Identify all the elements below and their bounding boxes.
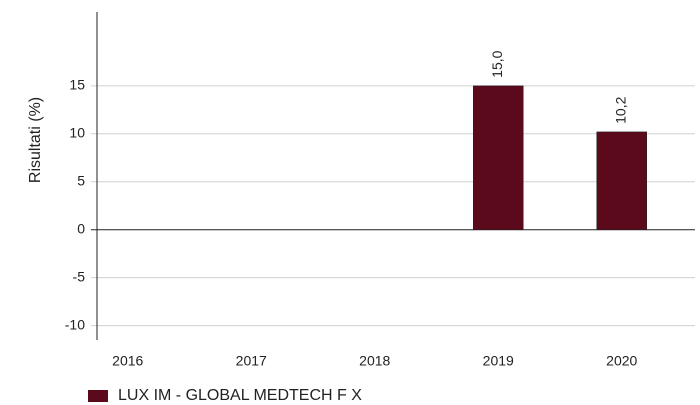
y-tick-label: 15 (69, 77, 85, 93)
y-tick-label: -5 (73, 268, 86, 284)
x-tick-label: 2020 (606, 353, 637, 369)
y-tick-label: 5 (77, 172, 85, 188)
x-tick-label: 2016 (112, 353, 143, 369)
x-tick-label: 2019 (483, 353, 514, 369)
bar (473, 85, 524, 230)
x-tick-label: 2017 (236, 353, 267, 369)
x-tick-label: 2018 (359, 353, 390, 369)
legend-swatch (88, 390, 108, 402)
value-label: 15,0 (489, 50, 505, 77)
value-label: 10,2 (612, 96, 628, 123)
y-tick-label: 10 (69, 125, 85, 141)
legend-label: LUX IM - GLOBAL MEDTECH F X (118, 387, 362, 404)
y-tick-label: 0 (77, 220, 85, 236)
y-axis-label: Risultati (%) (27, 97, 44, 183)
bar (596, 131, 647, 230)
y-tick-label: -10 (65, 316, 85, 332)
